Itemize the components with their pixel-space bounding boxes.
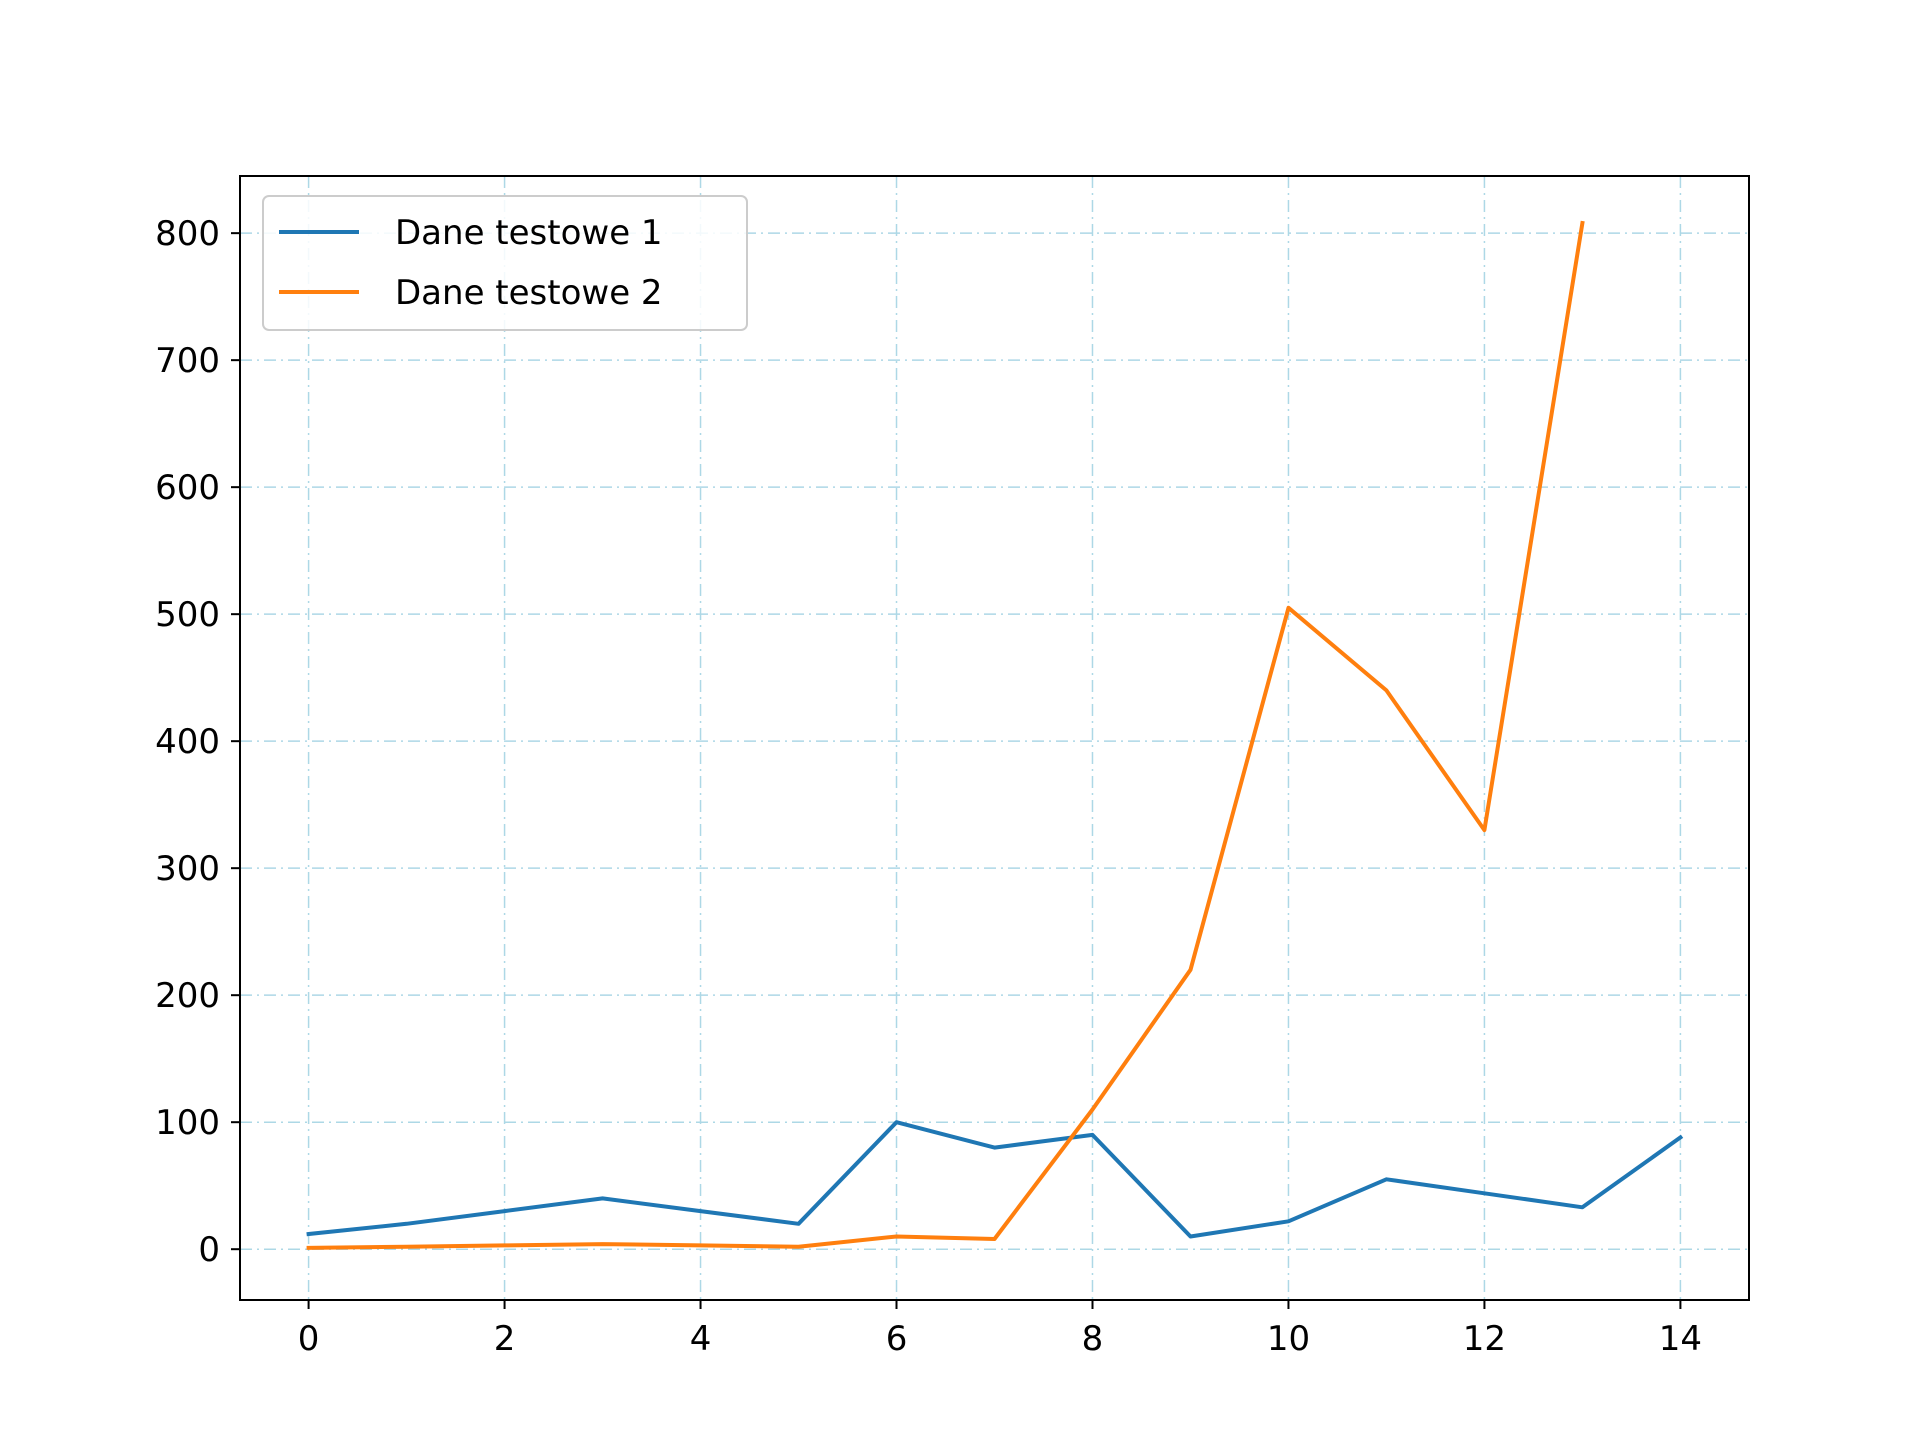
y-tick-label: 500 xyxy=(155,595,220,635)
y-tick-label: 800 xyxy=(155,214,220,254)
legend: Dane testowe 1 Dane testowe 2 xyxy=(262,195,748,331)
legend-box xyxy=(262,195,748,331)
x-tick-label: 12 xyxy=(1463,1319,1506,1359)
series-line-1 xyxy=(306,1120,1684,1239)
y-tick-label: 100 xyxy=(155,1103,220,1143)
x-tick-label: 6 xyxy=(886,1319,908,1359)
legend-label: Dane testowe 1 xyxy=(395,213,663,253)
x-tick-label: 4 xyxy=(690,1319,712,1359)
y-tick-label: 400 xyxy=(155,722,220,762)
y-tick-label: 200 xyxy=(155,976,220,1016)
y-tick-label: 600 xyxy=(155,468,220,508)
y-tick-label: 300 xyxy=(155,849,220,889)
y-tick-label: 0 xyxy=(198,1230,220,1270)
x-tick-label: 0 xyxy=(298,1319,320,1359)
x-tick-label: 14 xyxy=(1659,1319,1702,1359)
series-line-2 xyxy=(306,220,1585,1250)
x-tick-label: 10 xyxy=(1267,1319,1310,1359)
axis-ticks: 0 2 4 6 8 10 12 14 0 100 200 300 400 500 600 700 800 xyxy=(155,214,1702,1359)
plot-area-frame xyxy=(239,175,1750,1301)
x-tick-label: 2 xyxy=(494,1319,516,1359)
x-tick-label: 8 xyxy=(1082,1319,1104,1359)
legend-label: Dane testowe 2 xyxy=(395,273,663,313)
y-tick-label: 700 xyxy=(155,341,220,381)
series-lines xyxy=(306,220,1684,1250)
